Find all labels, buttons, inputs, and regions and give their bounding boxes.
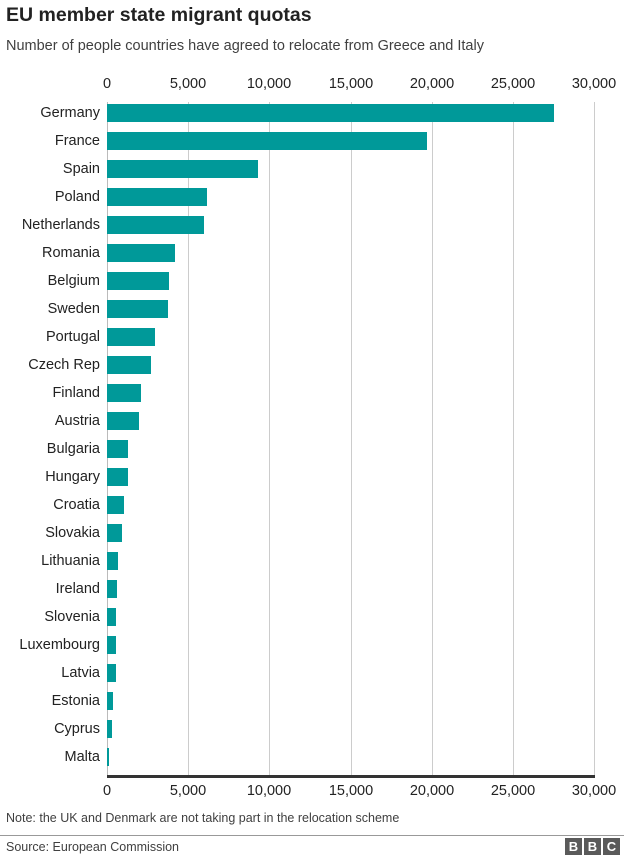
bar-germany <box>107 104 554 122</box>
bar-ireland <box>107 580 117 598</box>
y-category-label: Spain <box>62 161 100 177</box>
y-category-label: Poland <box>54 189 100 205</box>
x-tick-label-top: 0 <box>102 76 112 92</box>
y-category-label: Romania <box>41 245 100 261</box>
chart-subtitle: Number of people countries have agreed t… <box>6 38 484 54</box>
y-category-label: Slovenia <box>44 609 100 625</box>
bar-lithuania <box>107 552 118 570</box>
bar-belgium <box>107 272 169 290</box>
y-category-label: Germany <box>40 105 100 121</box>
x-tick-label-bottom: 0 <box>102 783 112 799</box>
x-tick-label-top: 25,000 <box>490 76 536 92</box>
chart-source: Source: European Commission <box>6 840 179 854</box>
footer-divider <box>0 835 624 836</box>
y-category-label: Luxembourg <box>19 637 100 653</box>
gridline <box>432 102 433 776</box>
bar-malta <box>107 748 110 766</box>
bar-czech-rep <box>107 356 151 374</box>
gridline <box>107 102 108 776</box>
y-category-label: Belgium <box>47 273 100 289</box>
bar-france <box>107 132 428 150</box>
y-category-label: Malta <box>64 749 100 765</box>
bar-cyprus <box>107 720 113 738</box>
y-category-label: Czech Rep <box>28 357 100 373</box>
bar-finland <box>107 384 141 402</box>
y-category-label: Netherlands <box>21 217 100 233</box>
bar-portugal <box>107 328 155 346</box>
bar-slovakia <box>107 524 122 542</box>
bar-slovenia <box>107 608 117 626</box>
bar-luxembourg <box>107 636 117 654</box>
bar-austria <box>107 412 139 430</box>
x-tick-label-bottom: 20,000 <box>409 783 455 799</box>
chart-note: Note: the UK and Denmark are not taking … <box>6 811 400 825</box>
bbc-logo-letter: C <box>603 838 620 855</box>
gridline <box>188 102 189 776</box>
y-category-label: Finland <box>52 385 100 401</box>
y-category-label: Ireland <box>55 581 100 597</box>
x-tick-label-top: 20,000 <box>409 76 455 92</box>
y-category-label: Lithuania <box>41 553 100 569</box>
y-category-label: Estonia <box>51 693 100 709</box>
bar-netherlands <box>107 216 204 234</box>
chart-title: EU member state migrant quotas <box>6 4 312 26</box>
x-tick-label-bottom: 5,000 <box>169 783 207 799</box>
y-category-label: Latvia <box>61 665 100 681</box>
y-category-label: France <box>54 133 100 149</box>
x-tick-label-top: 5,000 <box>169 76 207 92</box>
y-category-label: Austria <box>54 413 100 429</box>
gridline <box>513 102 514 776</box>
y-category-label: Hungary <box>45 469 100 485</box>
x-tick-label-top: 30,000 <box>571 76 617 92</box>
bar-chart: 0 0 5,000 5,000 10,000 10,000 15,000 15,000 20,0… <box>19 76 617 799</box>
x-tick-label-bottom: 10,000 <box>246 783 292 799</box>
bar-croatia <box>107 496 125 514</box>
bar-latvia <box>107 664 116 682</box>
bar-sweden <box>107 300 169 318</box>
bar-bulgaria <box>107 440 129 458</box>
x-axis-line <box>107 775 595 778</box>
bar-hungary <box>107 468 128 486</box>
gridline <box>351 102 352 776</box>
x-tick-label-bottom: 30,000 <box>571 783 617 799</box>
y-category-label: Croatia <box>53 497 100 513</box>
x-tick-label-top: 10,000 <box>246 76 292 92</box>
bar-spain <box>107 160 259 178</box>
y-category-label: Portugal <box>45 329 100 345</box>
bbc-logo-letter: B <box>565 838 582 855</box>
x-tick-label-bottom: 25,000 <box>490 783 536 799</box>
bar-poland <box>107 188 208 206</box>
x-tick-label-bottom: 15,000 <box>328 783 374 799</box>
bbc-logo-letter: B <box>584 838 601 855</box>
bar-estonia <box>107 692 114 710</box>
bar-romania <box>107 244 175 262</box>
y-category-label: Bulgaria <box>46 441 100 457</box>
bbc-logo: B B C <box>565 838 620 855</box>
y-category-label: Slovakia <box>45 525 100 541</box>
y-category-label: Sweden <box>47 301 100 317</box>
gridline <box>269 102 270 776</box>
gridline <box>594 102 595 776</box>
y-category-label: Cyprus <box>54 721 100 737</box>
x-tick-label-top: 15,000 <box>328 76 374 92</box>
